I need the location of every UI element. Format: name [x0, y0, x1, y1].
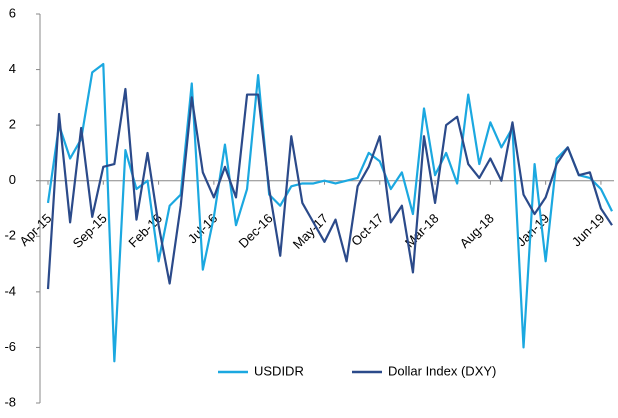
y-tick-label: -2	[4, 228, 16, 243]
y-tick-label: 2	[9, 117, 16, 132]
y-tick-label: -6	[4, 339, 16, 354]
x-tick-label: Dec-16	[235, 211, 275, 251]
x-tick-label: Jun-19	[569, 211, 608, 250]
x-tick-label: Sep-15	[70, 211, 110, 251]
y-tick-label: 0	[9, 172, 16, 187]
y-tick-label: -8	[4, 394, 16, 409]
legend-label: USDIDR	[254, 363, 304, 378]
y-tick-label: 4	[9, 61, 16, 76]
legend-label: Dollar Index (DXY)	[388, 363, 496, 378]
y-tick-label: 6	[9, 5, 16, 20]
y-tick-label: -4	[4, 283, 16, 298]
x-tick-label: Apr-15	[16, 211, 54, 249]
x-tick-label: Aug-18	[457, 211, 497, 251]
series-line	[46, 62, 613, 363]
series-line	[46, 87, 613, 290]
